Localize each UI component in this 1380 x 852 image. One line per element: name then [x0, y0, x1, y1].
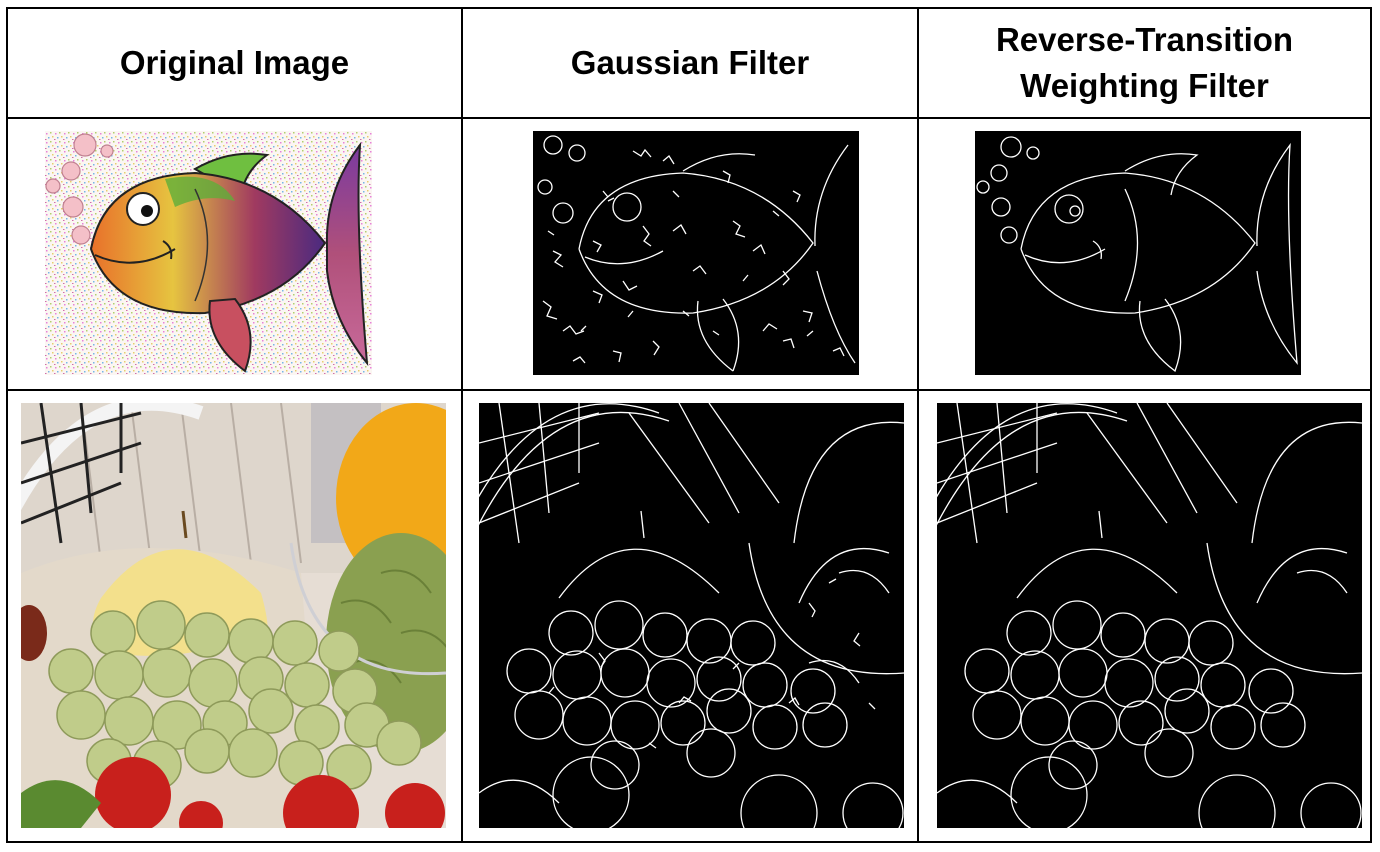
rtw-edge-map-fish: [975, 131, 1301, 375]
header-gaussian-filter: Gaussian Filter: [570, 44, 810, 81]
header-divider: [6, 117, 1372, 119]
row-divider: [6, 389, 1372, 391]
header-reverse-transition-filter: Reverse-Transition Weighting Filter: [995, 21, 1294, 104]
rtw-edge-map-fruits: [937, 403, 1362, 828]
original-fish-image: [45, 131, 372, 375]
gaussian-edge-map-fruits: [479, 403, 904, 828]
column-divider-2: [917, 7, 919, 843]
original-fruits-image: [21, 403, 446, 828]
header-original-image: Original Image: [119, 44, 350, 81]
column-divider-1: [461, 7, 463, 843]
comparison-table: [6, 7, 1372, 843]
gaussian-edge-map-fish: [533, 131, 859, 375]
